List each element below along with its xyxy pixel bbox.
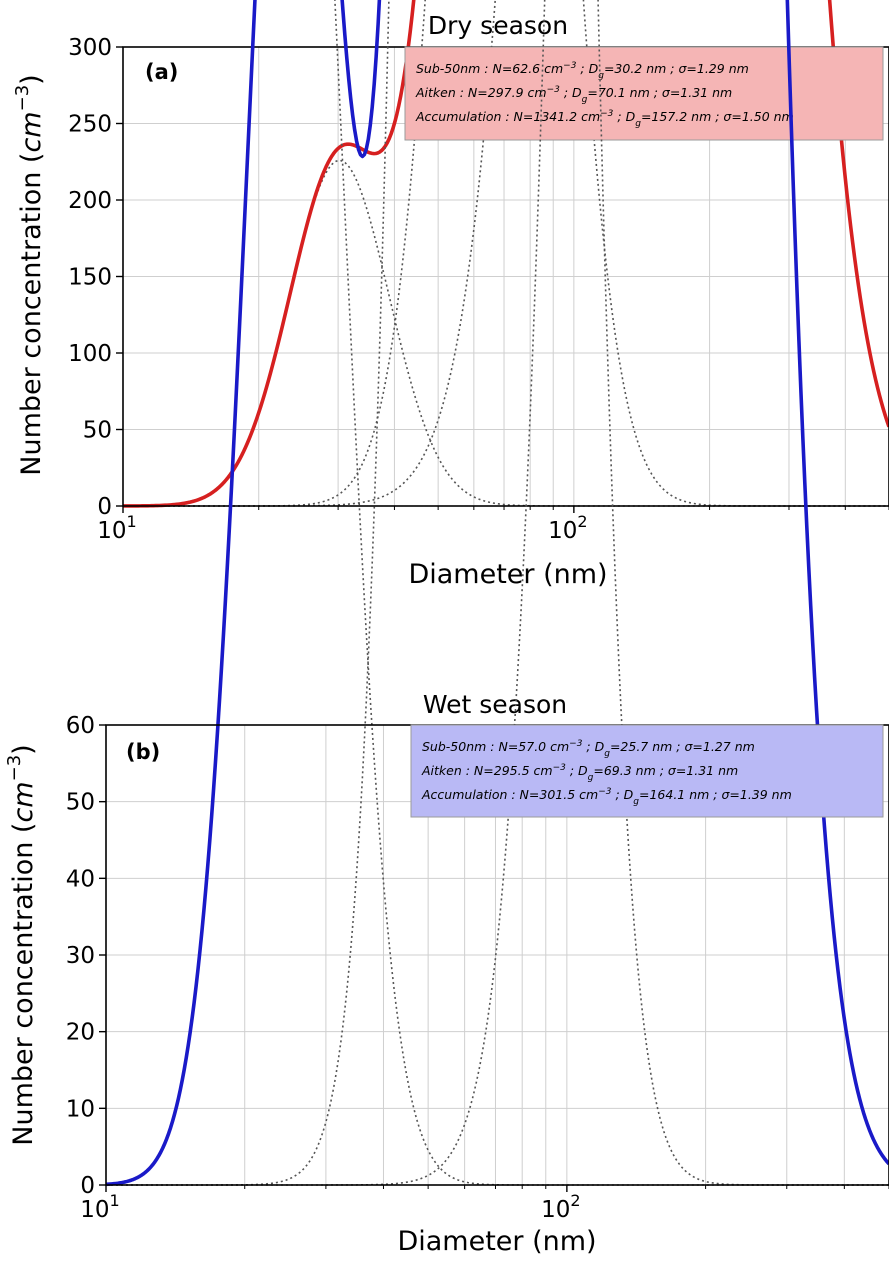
y-axis-label: Number concentration (cm−3) — [4, 744, 39, 1145]
legend-entry-sub-50nm: Sub-50nm : N=62.6 cm−3 ; Dg=30.2 nm ; σ=… — [416, 61, 749, 81]
panel-label: (b) — [126, 740, 160, 764]
total-distribution-line — [123, 0, 889, 508]
panel-label: (a) — [145, 60, 178, 84]
legend: Sub-50nm : N=62.6 cm−3 ; Dg=30.2 nm ; σ=… — [404, 46, 884, 141]
y-tick-label: 30 — [66, 943, 95, 969]
chart-dry-season: Dry season 0 50 100 150 200 250 300 101 102 (a)… — [12, 0, 889, 590]
x-axis-label: Diameter (nm) — [397, 1226, 596, 1257]
x-tick-label: 102 — [541, 1191, 580, 1223]
y-tick-label: 200 — [68, 188, 112, 214]
legend-box — [410, 724, 884, 818]
y-tick-label: 100 — [68, 341, 112, 367]
x-axis-ticks: 101 102 — [80, 1185, 889, 1223]
legend: Sub-50nm : N=57.0 cm−3 ; Dg=25.7 nm ; σ=… — [410, 724, 884, 818]
x-axis-ticks: 101 102 — [97, 506, 889, 544]
mode-curve-aitken — [106, 0, 889, 1186]
y-tick-label: 150 — [68, 265, 112, 291]
legend-entry-accumulation: Accumulation : N=301.5 cm−3 ; Dg=164.1 n… — [421, 787, 792, 807]
y-tick-label: 40 — [66, 866, 95, 892]
y-axis-ticks: 0 50 100 150 200 250 300 — [68, 35, 123, 520]
y-axis-label: Number concentration (cm−3) — [12, 74, 47, 475]
y-tick-label: 60 — [66, 713, 95, 739]
y-tick-label: 300 — [68, 35, 112, 61]
chart-title: Dry season — [428, 11, 568, 40]
legend-entry-aitken: Aitken : N=295.5 cm−3 ; Dg=69.3 nm ; σ=1… — [421, 763, 738, 783]
y-tick-label: 250 — [68, 112, 112, 138]
y-tick-label: 10 — [66, 1096, 95, 1122]
legend-box — [404, 46, 884, 141]
mode-curve-sub-50nm — [105, 0, 889, 1186]
legend-entry-sub-50nm: Sub-50nm : N=57.0 cm−3 ; Dg=25.7 nm ; σ=… — [422, 739, 755, 759]
x-tick-label: 101 — [97, 512, 136, 544]
y-tick-label: 50 — [66, 790, 95, 816]
total-distribution-line — [105, 0, 889, 1187]
y-tick-label: 0 — [97, 494, 112, 520]
y-axis-ticks: 0 10 20 30 40 50 60 — [66, 713, 106, 1199]
total-curve — [105, 0, 889, 1187]
mode-curves — [105, 0, 889, 1186]
y-tick-label: 20 — [66, 1020, 95, 1046]
total-curve — [123, 0, 889, 508]
legend-entry-aitken: Aitken : N=297.9 cm−3 ; Dg=70.1 nm ; σ=1… — [415, 85, 732, 105]
x-tick-label: 102 — [548, 512, 587, 544]
legend-entry-accumulation: Accumulation : N=1341.2 cm−3 ; Dg=157.2 … — [415, 109, 794, 129]
x-tick-label: 101 — [80, 1191, 119, 1223]
chart-title: Wet season — [423, 690, 567, 719]
x-axis-label: Diameter (nm) — [408, 559, 607, 590]
y-tick-label: 50 — [83, 418, 112, 444]
mode-curve-accumulation — [106, 0, 889, 1186]
y-tick-label: 0 — [80, 1173, 95, 1199]
